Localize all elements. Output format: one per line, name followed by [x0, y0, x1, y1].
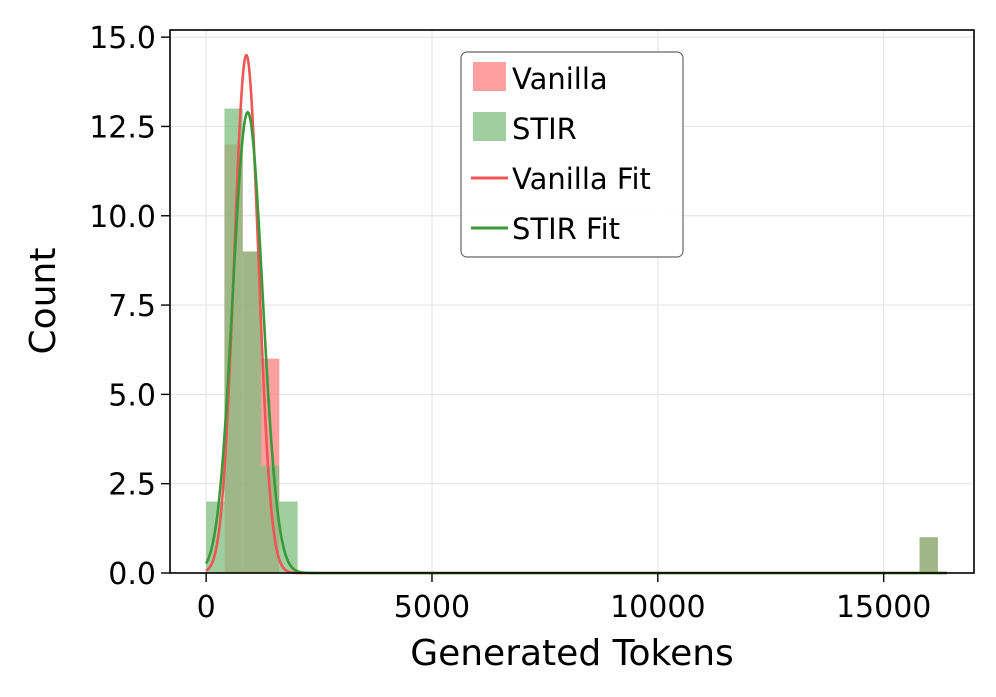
y-tick-label: 7.5 — [108, 289, 156, 324]
x-tick-label: 5000 — [394, 590, 470, 625]
legend-label: Vanilla — [512, 62, 608, 96]
y-tick-label: 5.0 — [108, 378, 156, 413]
histogram-bar — [919, 537, 938, 573]
x-tick-label: 0 — [197, 590, 216, 625]
y-axis-ticks: 0.0 2.5 5.0 7.5 10.0 12.5 15.0 — [89, 21, 170, 592]
legend-label: STIR Fit — [512, 212, 620, 246]
legend-label: STIR — [512, 112, 577, 146]
histogram-bar — [279, 501, 298, 573]
x-axis-label: Generated Tokens — [410, 633, 734, 674]
x-tick-label: 10000 — [610, 590, 705, 625]
legend-label: Vanilla Fit — [512, 162, 651, 196]
x-tick-label: 15000 — [836, 590, 931, 625]
y-axis-label: Count — [23, 248, 64, 355]
legend-swatch — [473, 112, 506, 141]
plot-frame — [169, 29, 975, 574]
x-axis-ticks: 0 5000 10000 15000 — [197, 573, 931, 625]
y-tick-label: 10.0 — [89, 200, 156, 235]
legend-box — [460, 51, 684, 258]
legend: Vanilla STIR Vanilla Fit STIR Fit — [460, 51, 684, 258]
y-tick-label: 15.0 — [89, 21, 156, 56]
histogram-bar — [242, 251, 262, 573]
histogram-bar — [224, 108, 243, 573]
y-tick-label: 12.5 — [89, 110, 156, 145]
legend-swatch — [473, 62, 506, 91]
histogram-bars — [206, 108, 938, 573]
y-tick-label: 0.0 — [108, 557, 156, 592]
y-tick-label: 2.5 — [108, 468, 156, 503]
